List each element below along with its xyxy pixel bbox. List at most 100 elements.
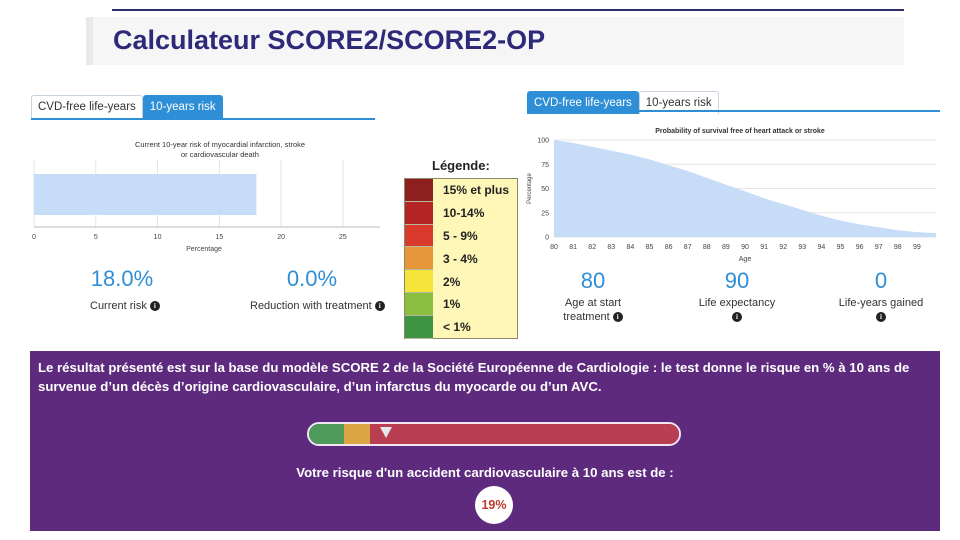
legend-label: 10-14% bbox=[443, 206, 485, 221]
age-start-label-line2: treatment bbox=[563, 311, 610, 323]
left-tabs: CVD-free life-years 10-years risk bbox=[31, 95, 223, 118]
risk-scale-bar bbox=[307, 422, 681, 446]
x-tick-label: 0 bbox=[32, 234, 36, 241]
reduction-label-text: Reduction with treatment bbox=[250, 300, 372, 312]
left-chart-title-line1: Current 10-year risk of myocardial infar… bbox=[134, 140, 306, 149]
info-icon[interactable]: i bbox=[732, 312, 742, 323]
legend-label: 15% et plus bbox=[443, 183, 510, 198]
legend-item: < 1% bbox=[405, 315, 517, 339]
x-tick-label: 96 bbox=[856, 244, 864, 251]
life-years-gained-value: 0 bbox=[874, 268, 888, 293]
legend-title: Légende: bbox=[432, 158, 490, 173]
left-chart-title-line2: or cardiovascular death bbox=[181, 150, 259, 159]
legend-item: 2% bbox=[405, 270, 517, 293]
reduction-value: 0.0% bbox=[286, 266, 338, 291]
legend-swatch bbox=[405, 224, 433, 248]
x-tick-label: 92 bbox=[779, 244, 787, 251]
page-title: Calculateur SCORE2/SCORE2-OP bbox=[113, 25, 546, 55]
tab-10-years-risk-right[interactable]: 10-years risk bbox=[638, 91, 719, 114]
title-band bbox=[86, 17, 904, 65]
x-tick-label: 82 bbox=[588, 244, 596, 251]
left-tab-underline bbox=[31, 118, 375, 120]
x-tick-label: 87 bbox=[684, 244, 692, 251]
right-tabs: CVD-free life-years 10-years risk bbox=[527, 91, 719, 114]
y-tick-label: 75 bbox=[541, 162, 549, 169]
left-chart-title: Current 10-year risk of myocardial infar… bbox=[110, 140, 330, 160]
tab-cvd-free-life-years-left[interactable]: CVD-free life-years bbox=[31, 95, 143, 118]
x-tick-label: 20 bbox=[277, 234, 285, 241]
x-tick-label: 98 bbox=[894, 244, 902, 251]
x-tick-label: 84 bbox=[627, 244, 635, 251]
survival-area bbox=[554, 140, 936, 237]
y-axis-label: Percentage bbox=[527, 173, 533, 204]
x-tick-label: 97 bbox=[875, 244, 883, 251]
x-tick-label: 89 bbox=[722, 244, 730, 251]
info-icon[interactable]: i bbox=[612, 312, 623, 323]
risk-scale-segment bbox=[370, 424, 679, 444]
x-tick-label: 99 bbox=[913, 244, 921, 251]
legend-item: 3 - 4% bbox=[405, 247, 517, 271]
current-risk-value: 18.0% bbox=[90, 266, 154, 291]
result-panel: Le résultat présenté est sur la base du … bbox=[30, 351, 940, 531]
x-tick-label: 15 bbox=[215, 234, 223, 241]
right-tab-underline bbox=[527, 110, 940, 112]
legend-label: 2% bbox=[443, 274, 461, 289]
title-rule bbox=[112, 9, 904, 11]
risk-sentence: Votre risque d'un accident cardiovascula… bbox=[296, 465, 674, 480]
risk-scale-segment bbox=[344, 424, 371, 444]
legend-swatch bbox=[405, 201, 433, 225]
life-expectancy-label: Life expectancy i bbox=[697, 296, 777, 324]
legend-swatch bbox=[405, 179, 433, 202]
y-tick-label: 0 bbox=[545, 235, 549, 242]
x-tick-label: 86 bbox=[665, 244, 673, 251]
x-tick-label: 80 bbox=[550, 244, 558, 251]
risk-legend: 15% et plus 10-14% 5 - 9% 3 - 4% 2% 1% < 1% bbox=[404, 178, 518, 339]
legend-swatch bbox=[405, 293, 433, 316]
legend-item: 1% bbox=[405, 293, 517, 316]
x-tick-label: 5 bbox=[94, 234, 98, 241]
life-expectancy-value: 90 bbox=[724, 268, 750, 293]
y-tick-label: 50 bbox=[541, 186, 549, 193]
x-tick-label: 10 bbox=[154, 234, 162, 241]
legend-item: 15% et plus bbox=[405, 179, 517, 202]
right-chart-title: Probability of survival free of heart at… bbox=[655, 128, 825, 135]
age-start-value: 80 bbox=[580, 268, 606, 293]
legend-swatch bbox=[405, 315, 433, 339]
legend-swatch bbox=[405, 270, 433, 293]
risk-marker-icon bbox=[379, 427, 392, 438]
x-tick-label: 81 bbox=[569, 244, 577, 251]
info-icon[interactable]: i bbox=[374, 301, 385, 312]
x-tick-label: 91 bbox=[760, 244, 768, 251]
x-tick-label: 93 bbox=[798, 244, 806, 251]
age-start-label-line1: Age at start bbox=[564, 297, 622, 309]
legend-label: 1% bbox=[443, 297, 461, 312]
info-icon[interactable]: i bbox=[876, 312, 886, 323]
risk-value-badge: 19% bbox=[475, 486, 513, 524]
legend-label: 3 - 4% bbox=[443, 251, 478, 266]
x-tick-label: 88 bbox=[703, 244, 711, 251]
risk-bar-chart: 0 5 10 15 20 25 Percentage bbox=[32, 160, 380, 253]
current-risk-label: Current risk i bbox=[90, 300, 160, 312]
tab-10-years-risk-left[interactable]: 10-years risk bbox=[142, 95, 223, 118]
risk-scale-segment bbox=[309, 424, 345, 444]
x-tick-label: 25 bbox=[339, 234, 347, 241]
life-years-gained-label-text: Life-years gained bbox=[838, 297, 924, 309]
life-expectancy-label-text: Life expectancy bbox=[698, 297, 776, 309]
legend-label: < 1% bbox=[443, 320, 471, 335]
legend-label: 5 - 9% bbox=[443, 228, 478, 243]
x-axis-label: Percentage bbox=[186, 246, 222, 253]
x-tick-label: 83 bbox=[607, 244, 615, 251]
tab-cvd-free-life-years-right[interactable]: CVD-free life-years bbox=[527, 91, 639, 114]
x-tick-label: 85 bbox=[646, 244, 654, 251]
info-icon[interactable]: i bbox=[149, 301, 160, 312]
x-tick-label: 90 bbox=[741, 244, 749, 251]
x-tick-label: 94 bbox=[818, 244, 826, 251]
y-tick-label: 100 bbox=[537, 138, 549, 145]
current-risk-label-text: Current risk bbox=[90, 300, 147, 312]
age-start-label: Age at start treatment i bbox=[553, 296, 633, 324]
result-description: Le résultat présenté est sur la base du … bbox=[38, 360, 910, 394]
risk-bar bbox=[34, 174, 257, 215]
survival-area-chart: 0 25 50 75 100 80 81 82 83 84 85 86 87 88 89 90 91 92 93 94… bbox=[527, 138, 936, 263]
x-axis-label: Age bbox=[739, 256, 752, 263]
y-tick-label: 25 bbox=[541, 210, 549, 217]
